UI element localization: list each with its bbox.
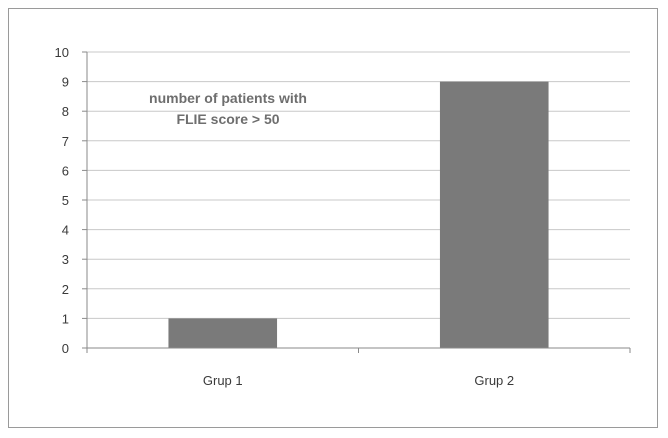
y-tick-label-6: 6 — [62, 163, 69, 178]
chart-frame — [8, 8, 658, 428]
y-tick-label-1: 1 — [62, 311, 69, 326]
y-axis-tick-labels: 0 1 2 3 4 5 6 7 8 9 10 — [55, 45, 69, 356]
y-tick-label-3: 3 — [62, 252, 69, 267]
bar-2 — [439, 81, 549, 348]
y-tick-label-0: 0 — [62, 341, 69, 356]
x-tick-label-1: Grup 1 — [203, 373, 243, 388]
annotation-line-1: number of patients with — [149, 90, 307, 106]
y-tick-label-8: 8 — [62, 104, 69, 119]
annotation-line-2: FLIE score > 50 — [176, 111, 279, 127]
y-tick-label-2: 2 — [62, 282, 69, 297]
y-tick-label-7: 7 — [62, 134, 69, 149]
y-tick-label-9: 9 — [62, 75, 69, 90]
y-tick-label-4: 4 — [62, 223, 69, 238]
x-axis-tick-labels: Grup 1 Grup 2 — [203, 373, 514, 388]
bars — [168, 81, 549, 348]
x-tick-label-2: Grup 2 — [474, 373, 514, 388]
y-tick-label-10: 10 — [55, 45, 69, 60]
y-tick-label-5: 5 — [62, 193, 69, 208]
axes — [86, 52, 631, 353]
bar-1 — [168, 318, 278, 348]
